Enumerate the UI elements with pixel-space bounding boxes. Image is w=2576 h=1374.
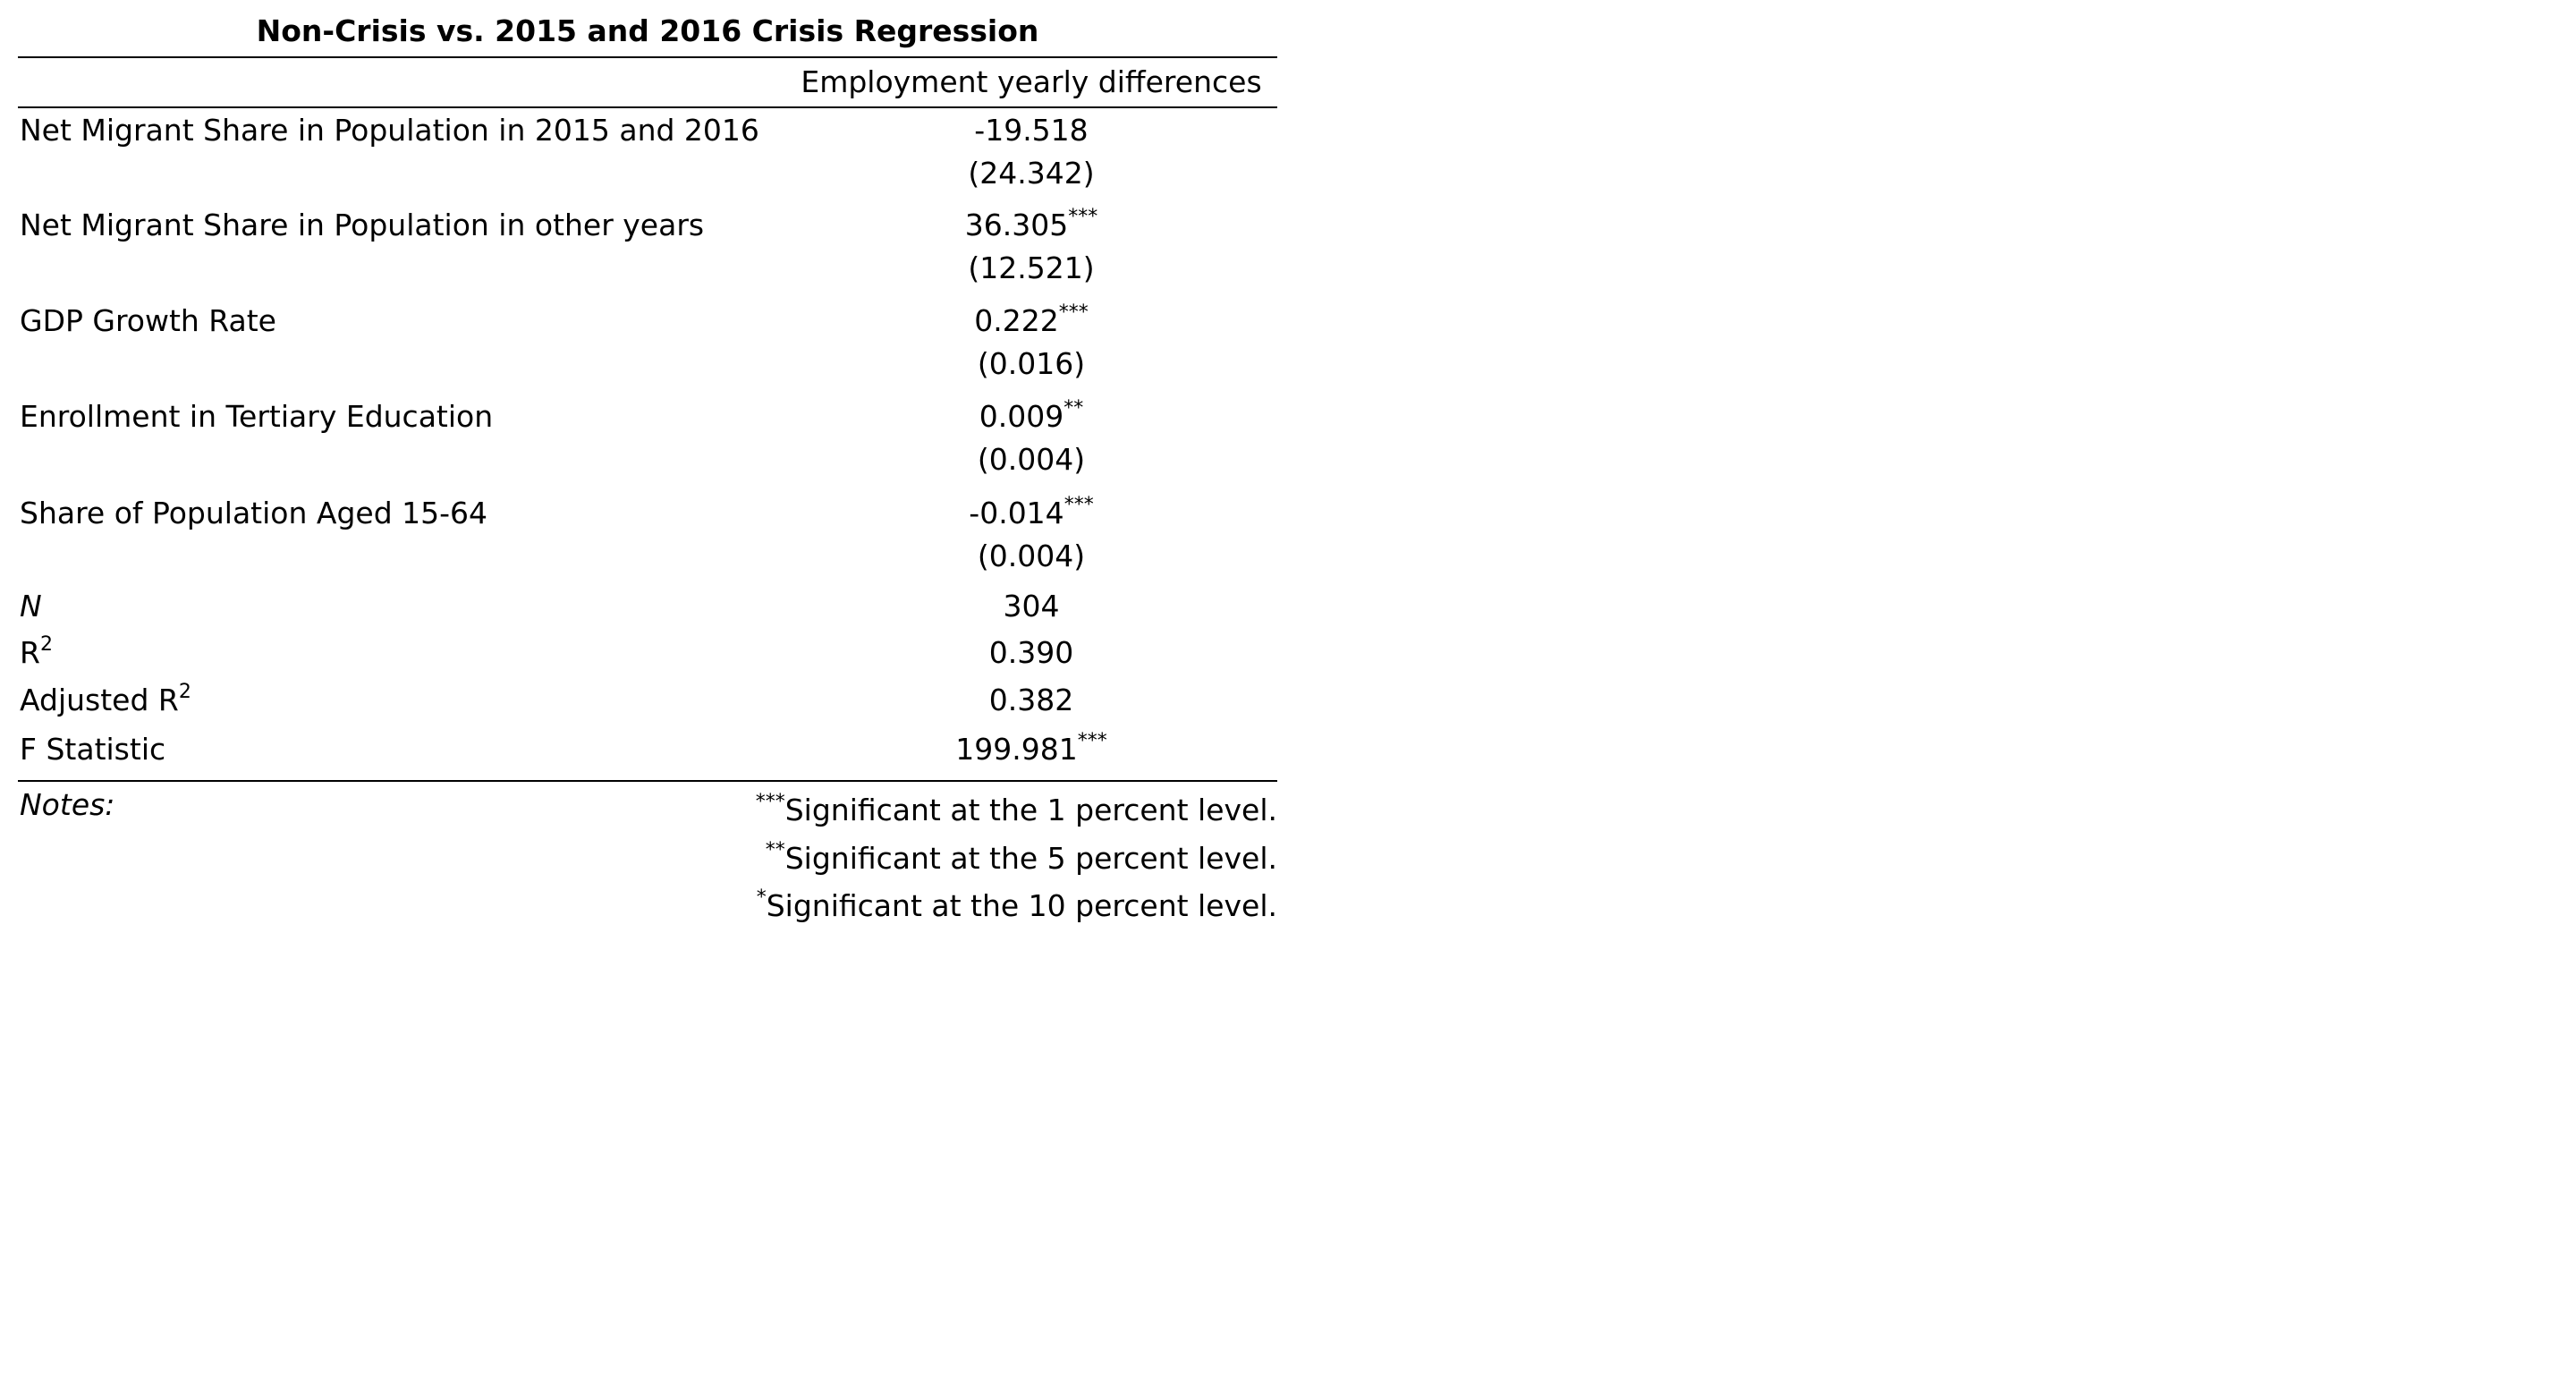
note-1-percent: ***Significant at the 1 percent level. <box>755 791 1277 828</box>
stat-value-n: 304 <box>1003 589 1060 623</box>
coef-label: Share of Population Aged 15-64 <box>20 496 488 530</box>
notes-label: Notes: <box>20 787 115 822</box>
coef-row-tertiary-enrollment: Enrollment in Tertiary Education 0.009**… <box>18 395 1277 478</box>
note-10-percent: *Significant at the 10 percent level. <box>756 886 1277 924</box>
stat-row-f: F Statistic 199.981*** <box>18 728 1277 771</box>
coef-se: (0.004) <box>977 442 1086 477</box>
coef-row-pop-15-64: Share of Population Aged 15-64 -0.014***… <box>18 492 1277 574</box>
coef-row-migrant-other-years: Net Migrant Share in Population in other… <box>18 204 1277 286</box>
stat-value-f: 199.981*** <box>955 730 1107 768</box>
coef-row-migrant-2015-2016: Net Migrant Share in Population in 2015 … <box>18 109 1277 191</box>
coef-row-gdp-growth: GDP Growth Rate 0.222*** (0.016) <box>18 300 1277 382</box>
header-rule <box>18 106 1277 108</box>
column-header-row: Employment yearly differences <box>18 59 1277 106</box>
coef-value: -0.014*** <box>969 494 1094 531</box>
coef-se: (12.521) <box>968 250 1095 285</box>
stat-value-r2: 0.390 <box>988 635 1074 670</box>
coef-value: 0.222*** <box>974 301 1089 339</box>
coef-se: (0.016) <box>977 346 1086 381</box>
top-rule <box>18 56 1277 58</box>
note-5-percent: **Significant at the 5 percent level. <box>765 839 1277 877</box>
coef-label: Net Migrant Share in Population in 2015 … <box>20 113 759 148</box>
column-header: Employment yearly differences <box>801 64 1262 99</box>
stat-label-r2: R2 <box>20 633 53 671</box>
coef-value: 0.009** <box>979 397 1084 435</box>
coef-se: (24.342) <box>968 156 1095 191</box>
stat-label-f: F Statistic <box>20 732 166 767</box>
coef-se: (0.004) <box>977 539 1086 573</box>
coef-label: Enrollment in Tertiary Education <box>20 399 494 434</box>
coef-value: -19.518 <box>974 113 1089 148</box>
stat-label-n: N <box>20 589 42 623</box>
stat-row-r2: R2 0.390 <box>18 632 1277 674</box>
coef-value: 36.305*** <box>964 206 1098 243</box>
stat-value-adj-r2: 0.382 <box>988 683 1074 717</box>
stat-row-adj-r2: Adjusted R2 0.382 <box>18 679 1277 722</box>
bottom-rule <box>18 780 1277 782</box>
stat-row-n: N 304 <box>18 585 1277 628</box>
coef-label: GDP Growth Rate <box>20 303 276 338</box>
coef-label: Net Migrant Share in Population in other… <box>20 208 705 242</box>
stat-label-adj-r2: Adjusted R2 <box>20 681 191 718</box>
table-title: Non-Crisis vs. 2015 and 2016 Crisis Regr… <box>256 13 1039 48</box>
